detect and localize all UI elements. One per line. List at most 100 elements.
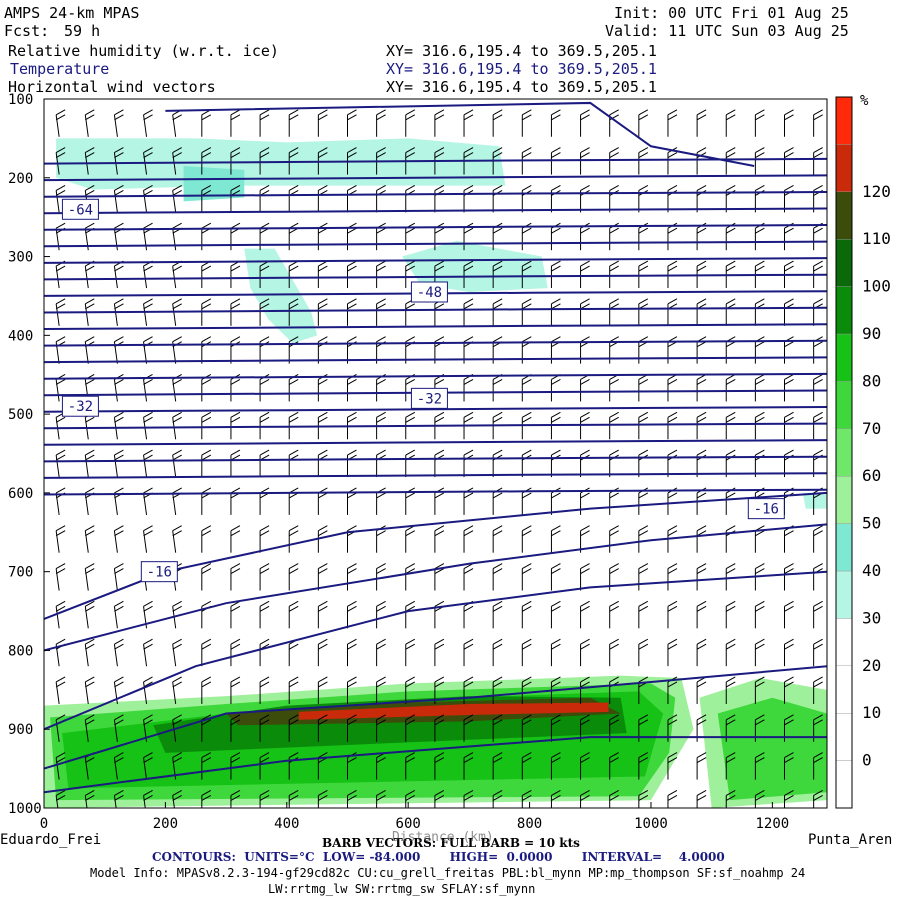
wind-barb-flag xyxy=(696,794,707,801)
wind-barb-flag xyxy=(696,298,707,305)
wind-barb-flag xyxy=(522,265,532,272)
wind-barb-flag xyxy=(580,600,590,607)
wind-barb-flag xyxy=(784,109,794,116)
wind-barb-flag xyxy=(230,449,241,456)
wind-barb xyxy=(113,681,118,705)
wind-barb-flag xyxy=(667,719,678,726)
wind-barb-flag xyxy=(143,336,153,343)
wind-barb-flag xyxy=(201,525,212,532)
wind-barb-flag xyxy=(755,449,765,456)
wind-barb xyxy=(113,530,118,553)
wind-barb-flag xyxy=(259,757,270,764)
wind-barb-flag xyxy=(318,563,328,569)
wind-barb-flag xyxy=(522,336,532,343)
wind-barb-flag xyxy=(288,789,299,796)
colorbar-label: 80 xyxy=(862,371,881,390)
wind-barb-flag xyxy=(230,303,241,310)
wind-barb-flag xyxy=(755,341,765,348)
wind-barb-flag xyxy=(230,109,241,116)
wind-barb-flag xyxy=(638,336,649,343)
wind-barb-flag xyxy=(230,152,241,159)
wind-barb-flag xyxy=(784,757,794,764)
wind-barb-flag xyxy=(813,757,823,764)
wind-barb-flag xyxy=(55,487,66,494)
wind-barb-flag xyxy=(201,643,212,650)
temperature-contour-line xyxy=(44,306,827,314)
wind-barb-flag xyxy=(522,184,532,191)
wind-barb-flag xyxy=(492,260,503,267)
y-tick-label: 500 xyxy=(8,407,33,423)
wind-barb-flag xyxy=(114,525,124,532)
wind-barb-flag xyxy=(551,109,561,116)
wind-barb xyxy=(143,265,148,289)
wind-barb-flag xyxy=(580,530,590,537)
temperature-contour-line xyxy=(44,273,827,281)
wind-barb-flag xyxy=(609,568,619,574)
wind-barb-flag xyxy=(201,411,212,418)
wind-barb-flag xyxy=(405,265,416,272)
wind-barb-flag xyxy=(522,714,532,721)
wind-barb-flag xyxy=(638,676,649,683)
wind-barb-flag xyxy=(813,638,823,645)
wind-barb-flag xyxy=(492,563,503,569)
wind-barb-flag xyxy=(696,260,707,267)
wind-barb-flag xyxy=(230,794,241,801)
wind-barb-flag xyxy=(725,298,736,305)
wind-barb-flag xyxy=(551,260,561,267)
wind-barb xyxy=(55,379,60,402)
wind-barb xyxy=(172,379,177,402)
wind-barb-flag xyxy=(580,147,590,154)
wind-barb xyxy=(55,606,60,629)
wind-barb-flag xyxy=(667,411,678,418)
wind-barb-flag xyxy=(492,152,503,159)
temperature-contour-line xyxy=(44,736,827,794)
wind-barb-flag xyxy=(492,605,503,612)
wind-barb-flag xyxy=(522,600,532,607)
wind-barb-flag xyxy=(725,449,736,456)
wind-barb-flag xyxy=(55,147,66,154)
wind-barb-flag xyxy=(551,757,561,764)
wind-barb-flag xyxy=(784,416,794,423)
wind-barb-flag xyxy=(259,222,270,229)
wind-barb-flag xyxy=(114,411,124,418)
wind-barb-flag xyxy=(172,752,182,759)
wind-barb-flag xyxy=(259,794,270,801)
wind-barb-flag xyxy=(259,530,270,537)
plot-frame xyxy=(43,98,828,809)
wind-barb-flag xyxy=(522,568,532,574)
wind-barb-flag xyxy=(580,260,590,267)
wind-barb-flag xyxy=(172,147,182,154)
wind-barb-flag xyxy=(667,605,678,612)
wind-barb xyxy=(113,719,118,742)
wind-barb-flag xyxy=(259,681,270,688)
wind-barb-flag xyxy=(114,563,124,569)
colorbar-label: 30 xyxy=(862,608,881,627)
wind-barb-flag xyxy=(638,757,649,764)
wind-barb-flag xyxy=(580,184,590,191)
wind-barb xyxy=(113,757,118,780)
wind-barb-flag xyxy=(667,638,678,645)
wind-barb-flag xyxy=(755,638,765,645)
wind-barb-flag xyxy=(318,152,328,159)
wind-barb-flag xyxy=(55,303,66,310)
wind-barb-flag xyxy=(667,530,678,537)
wind-barb-flag xyxy=(784,789,794,796)
wind-barb-flag xyxy=(725,789,736,796)
wind-barb-flag xyxy=(609,643,619,650)
wind-barb-flag xyxy=(755,789,765,796)
wind-barb-flag xyxy=(696,789,707,796)
wind-barb-flag xyxy=(376,109,386,116)
wind-barb-flag xyxy=(259,379,270,385)
wind-barb-flag xyxy=(522,676,532,683)
wind-barb-flag xyxy=(201,676,212,683)
wind-barb-flag xyxy=(55,454,66,461)
wind-barb-flag xyxy=(288,303,299,310)
wind-barb-flag xyxy=(143,379,153,385)
wind-barb-flag xyxy=(318,794,328,801)
wind-barb-flag xyxy=(143,298,153,305)
wind-barb-flag xyxy=(492,379,503,385)
wind-barb-flag xyxy=(755,374,765,380)
wind-barb-flag xyxy=(492,184,503,191)
wind-barb-flag xyxy=(347,794,357,801)
